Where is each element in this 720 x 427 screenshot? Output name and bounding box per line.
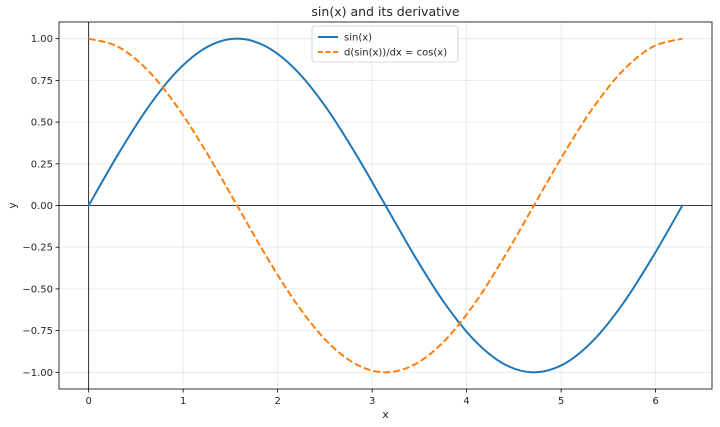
y-tick-label: 0.50 (31, 118, 53, 129)
x-axis-ticks: 0 1 2 3 4 5 6 (85, 389, 659, 407)
x-tick-label: 1 (180, 396, 186, 407)
x-tick-label: 5 (558, 396, 564, 407)
y-tick-label: −0.25 (22, 243, 53, 254)
legend: sin(x) d(sin(x))/dx = cos(x) (311, 25, 459, 63)
chart-title: sin(x) and its derivative (311, 4, 459, 19)
series-lines (87, 37, 684, 374)
x-axis-label: x (382, 408, 389, 421)
y-tick-label: 1.00 (31, 34, 53, 45)
y-tick-label: 0.75 (31, 76, 53, 87)
x-tick-label: 3 (369, 396, 375, 407)
x-tick-label: 0 (85, 396, 91, 407)
y-tick-label: 0.00 (31, 201, 53, 212)
series-line-cos (88, 37, 683, 374)
x-tick-label: 6 (652, 396, 658, 407)
y-tick-label: −0.75 (22, 326, 53, 337)
series-line-sin (87, 37, 684, 374)
legend-label-cos: d(sin(x))/dx = cos(x) (344, 48, 447, 59)
legend-label-sin: sin(x) (344, 33, 372, 44)
y-axis-label: y (6, 202, 19, 209)
y-tick-label: −0.50 (22, 284, 53, 295)
y-tick-label: 0.25 (31, 159, 53, 170)
y-tick-label: −1.00 (22, 368, 53, 379)
y-axis-ticks: −1.00 −0.75 −0.50 −0.25 0.00 0.25 0.50 0.75 1.00 (22, 34, 59, 379)
legend-box (311, 25, 459, 63)
x-tick-label: 2 (274, 396, 280, 407)
x-tick-label: 4 (463, 396, 469, 407)
